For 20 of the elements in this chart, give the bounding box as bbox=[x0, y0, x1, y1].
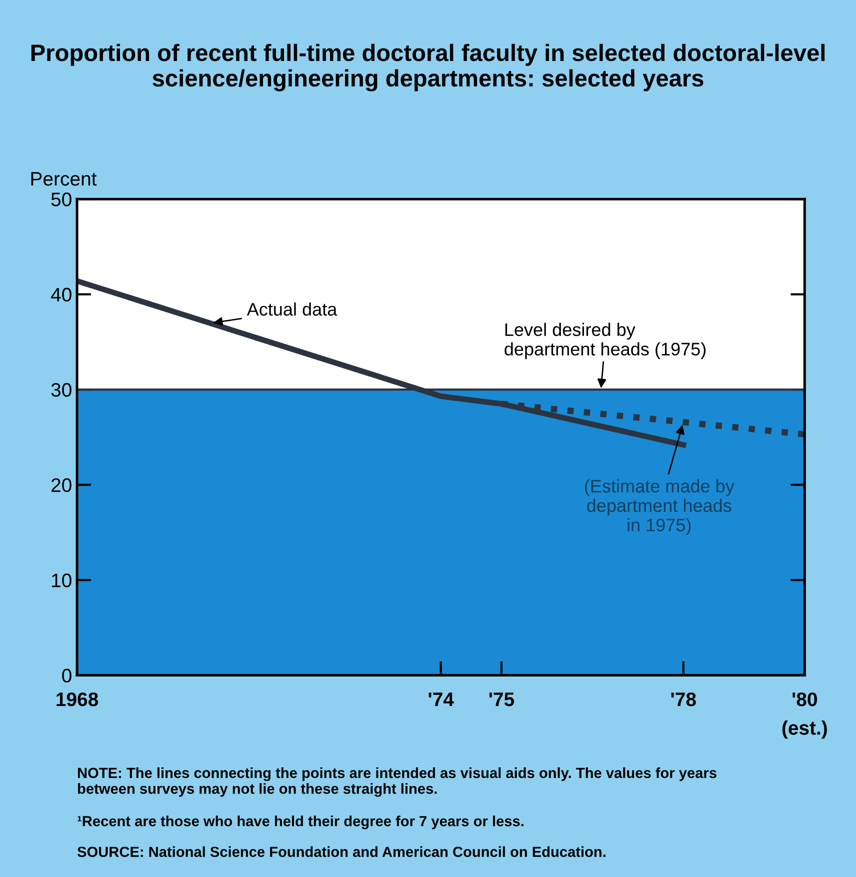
x-tick-label: '80 bbox=[792, 692, 817, 706]
y-tick-label: 40 bbox=[51, 288, 72, 302]
text: NOTE: The lines connecting the points are intended as visual aids only. The values for years between surveys may not lie on these straight lines. bbox=[78, 767, 716, 797]
x-tick-label: '74 bbox=[428, 692, 454, 706]
y-tick-label: 20 bbox=[52, 478, 72, 492]
chart-title: Proportion of recent full-time doctoral faculty in selected doctoral-level science/engineering departments: selected years bbox=[31, 44, 825, 92]
y-tick-label: 10 bbox=[52, 574, 72, 588]
y-tick-label: 30 bbox=[51, 383, 72, 397]
text: (Estimate made by department heads in 1975) bbox=[584, 479, 734, 535]
series-label: Actual data bbox=[246, 302, 338, 316]
y-tick-label: 0 bbox=[62, 668, 72, 683]
x-tick-label: '75 bbox=[489, 692, 514, 706]
text: ¹Recent are those who have held their degree for 7 years or less. bbox=[78, 816, 524, 830]
y-axis-title: Percent bbox=[31, 172, 97, 186]
y-tick-label: 50 bbox=[51, 192, 72, 206]
text: (est.) bbox=[782, 720, 827, 739]
ref-line-label: Level desired by department heads (1975) bbox=[504, 322, 706, 360]
x-tick-label: 1968 bbox=[56, 692, 98, 706]
x-tick-label: '78 bbox=[671, 692, 696, 706]
source-note: SOURCE: National Science Foundation and American Council on Education. bbox=[77, 846, 606, 858]
